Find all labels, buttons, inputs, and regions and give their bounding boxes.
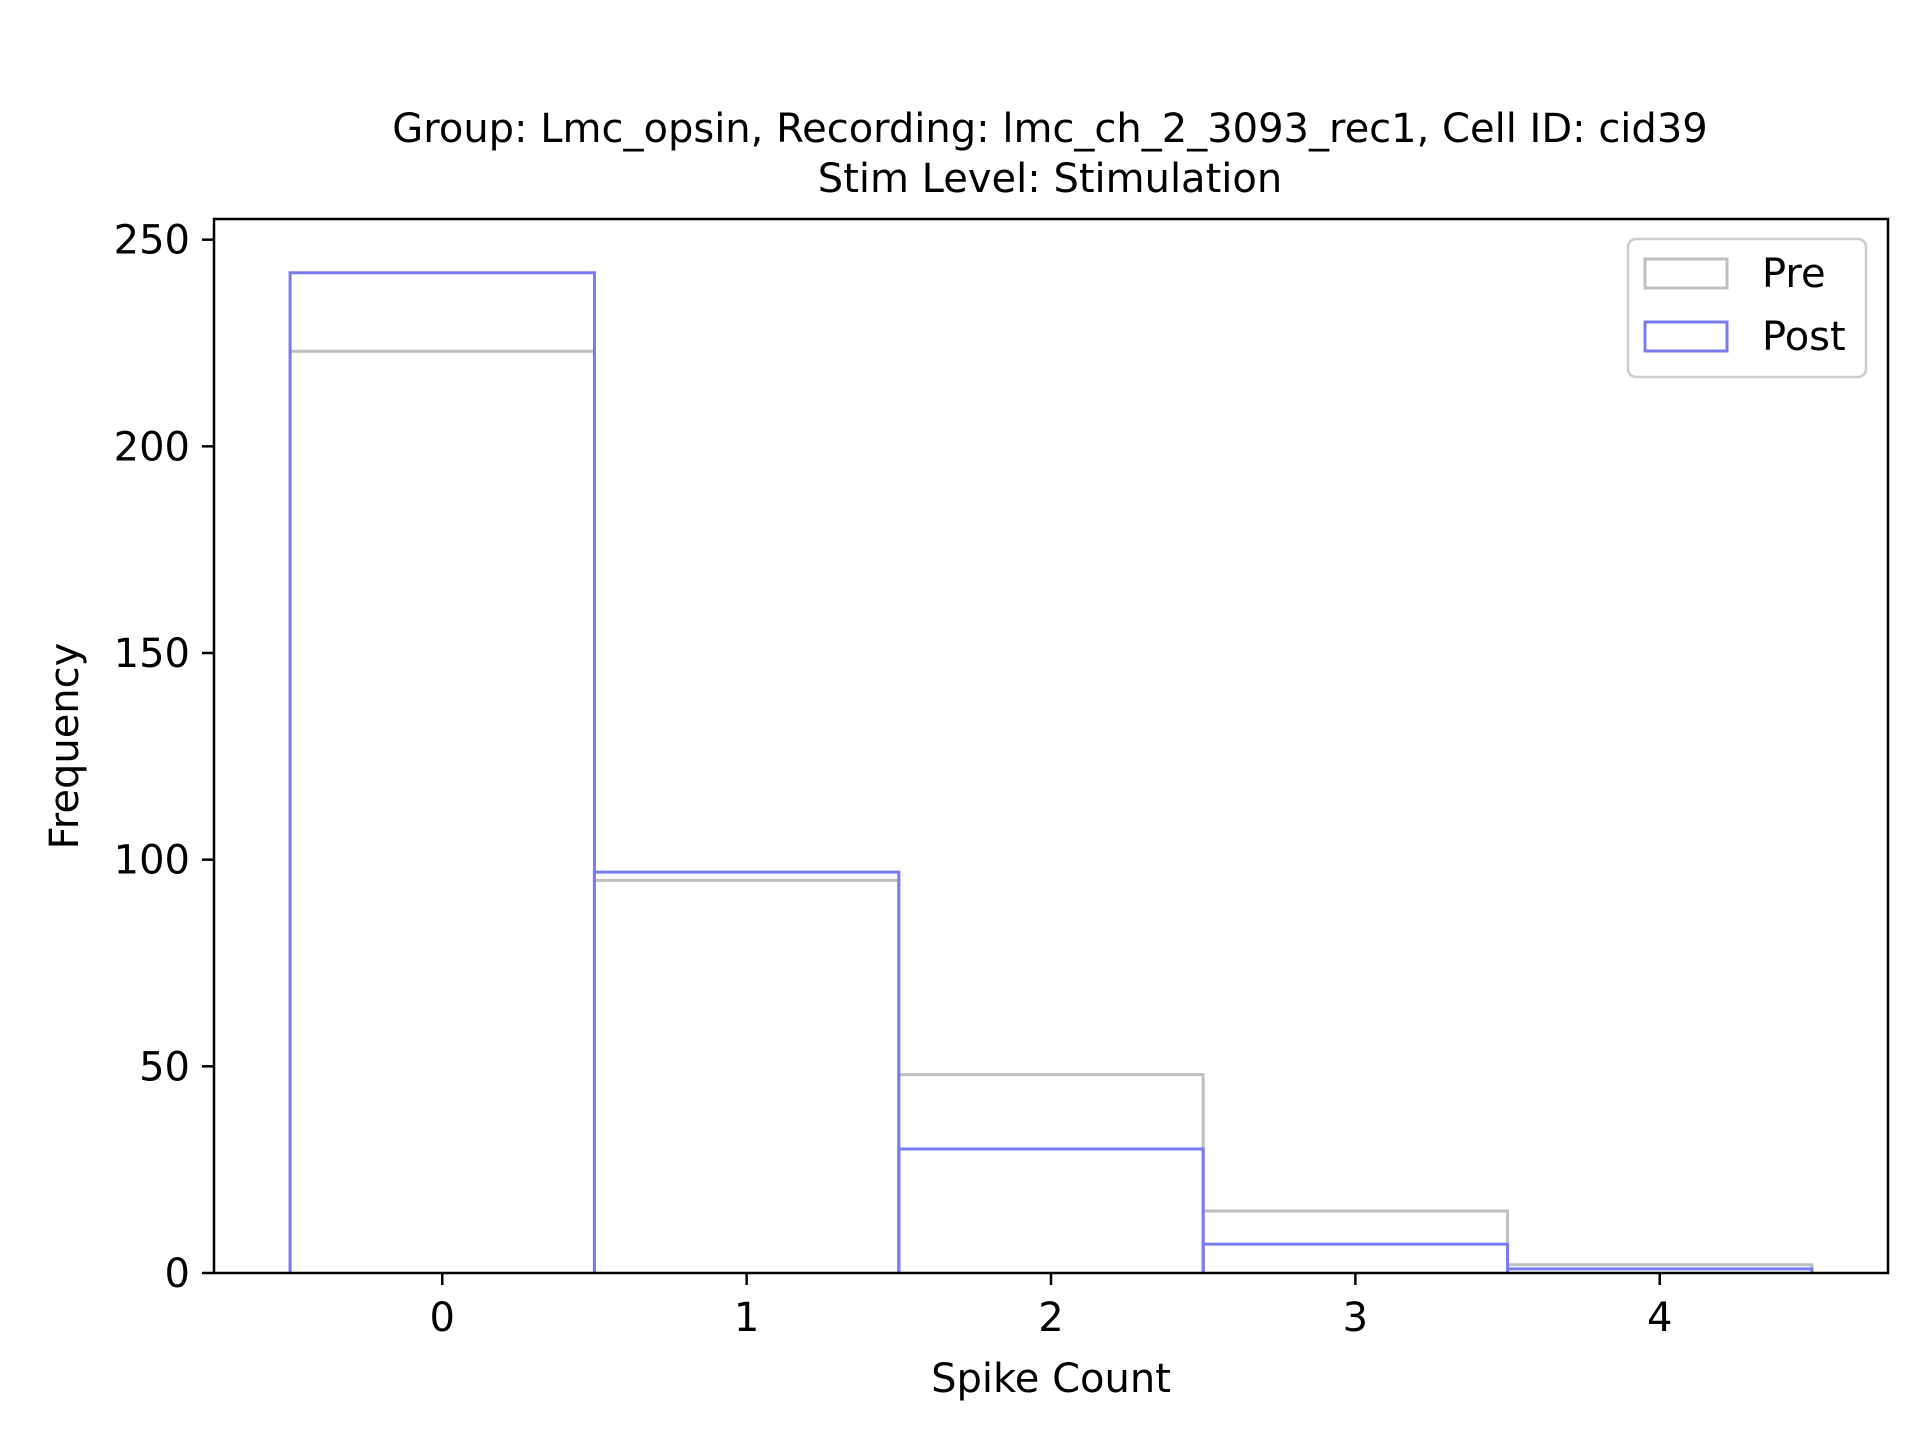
y-tick-label-3: 150 xyxy=(114,631,190,677)
legend-swatch-pre xyxy=(1643,257,1729,290)
legend-swatch-post xyxy=(1643,320,1729,353)
bar-post-bin-4 xyxy=(1506,1267,1814,1273)
bar-pre-bin-2 xyxy=(897,1073,1205,1273)
bars-layer xyxy=(288,271,1814,1273)
x-axis-label: Spike Count xyxy=(931,1356,1171,1402)
x-tick-label-4: 4 xyxy=(1647,1295,1672,1341)
legend: Pre Post xyxy=(1626,237,1868,379)
x-tick-label-1: 1 xyxy=(734,1295,759,1341)
y-tick-label-0: 0 xyxy=(165,1251,190,1297)
bar-pre-bin-3 xyxy=(1201,1209,1510,1273)
legend-box xyxy=(1626,237,1868,379)
legend-label-pre: Pre xyxy=(1762,251,1826,297)
y-tick-label-2: 100 xyxy=(114,838,190,884)
chart-title-line1: Group: Lmc_opsin, Recording: lmc_ch_2_30… xyxy=(392,106,1707,152)
bar-post-bin-0 xyxy=(288,271,596,1273)
y-tick-label-5: 250 xyxy=(114,218,190,264)
chart-title-line2: Stim Level: Stimulation xyxy=(818,156,1282,202)
x-tick-label-3: 3 xyxy=(1343,1295,1368,1341)
y-tick-label-4: 200 xyxy=(114,424,190,470)
bar-pre-bin-1 xyxy=(592,878,901,1273)
legend-label-post: Post xyxy=(1762,314,1846,360)
bar-post-bin-2 xyxy=(897,1147,1205,1273)
x-tick-label-2: 2 xyxy=(1038,1295,1063,1341)
ticks-layer: 0 1 2 3 4 0 50 100 150 200 250 xyxy=(114,218,1673,1341)
y-axis-label: Frequency xyxy=(42,643,88,850)
x-tick-label-0: 0 xyxy=(430,1295,455,1341)
bar-post-bin-3 xyxy=(1201,1242,1510,1273)
y-tick-label-1: 50 xyxy=(139,1044,190,1090)
bar-pre-bin-0 xyxy=(288,349,596,1273)
bar-post-bin-1 xyxy=(592,870,901,1273)
